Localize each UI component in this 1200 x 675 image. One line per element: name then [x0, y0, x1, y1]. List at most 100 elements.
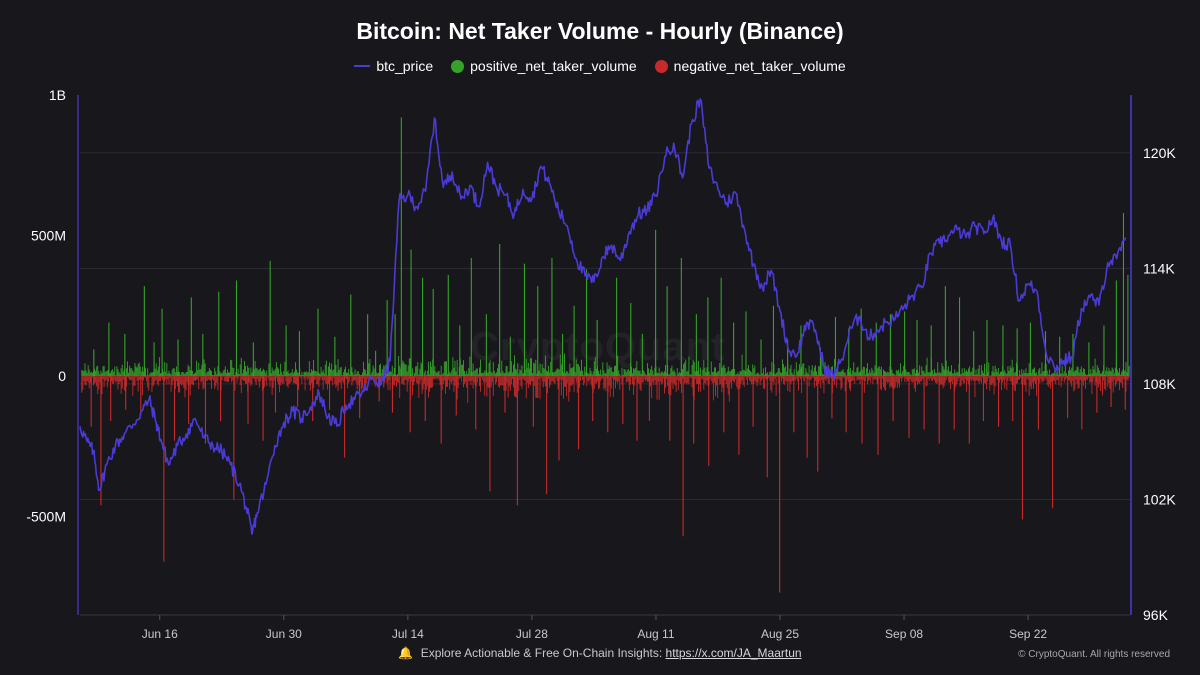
- positive-bar: [414, 372, 416, 377]
- positive-bar: [657, 372, 659, 377]
- negative-bar: [216, 376, 218, 383]
- negative-bar: [239, 376, 241, 385]
- negative-bar: [378, 376, 380, 402]
- positive-bar: [127, 361, 128, 377]
- positive-bar: [944, 286, 946, 377]
- positive-bar: [564, 353, 565, 377]
- negative-bar: [251, 376, 253, 385]
- positive-bar: [869, 369, 871, 377]
- positive-bar: [509, 336, 511, 377]
- negative-bar: [578, 376, 580, 388]
- negative-bar: [507, 376, 509, 398]
- positive-bar: [769, 372, 771, 377]
- positive-bar: [470, 258, 472, 377]
- negative-bar: [1003, 376, 1005, 381]
- negative-bar: [924, 376, 926, 377]
- legend-item-negative[interactable]: negative_net_taker_volume: [654, 58, 846, 74]
- negative-bar: [762, 376, 764, 389]
- negative-bar: [867, 376, 869, 385]
- negative-bar: [532, 376, 534, 382]
- positive-bar: [129, 365, 131, 377]
- positive-bar: [412, 368, 413, 377]
- negative-bar: [149, 376, 151, 378]
- positive-bar: [840, 371, 842, 377]
- negative-bar: [155, 376, 157, 381]
- negative-bar: [850, 376, 851, 392]
- positive-bar: [753, 368, 755, 377]
- positive-bar: [595, 368, 597, 377]
- positive-bar: [194, 373, 195, 377]
- positive-bars-group: [81, 117, 1130, 377]
- negative-bar: [215, 376, 217, 387]
- positive-bar: [895, 370, 897, 377]
- positive-bar: [312, 370, 313, 377]
- negative-bar: [295, 376, 296, 384]
- negative-bar: [842, 376, 844, 378]
- negative-bar: [414, 376, 416, 382]
- positive-bar: [394, 314, 396, 377]
- positive-bar: [967, 371, 968, 377]
- positive-bar: [856, 367, 858, 377]
- negative-bar: [410, 376, 412, 382]
- positive-bar: [1038, 369, 1040, 377]
- positive-bar: [608, 365, 610, 377]
- negative-bar: [510, 376, 512, 385]
- footer-link[interactable]: https://x.com/JA_Maartun: [665, 646, 802, 660]
- negative-bar: [1049, 376, 1051, 389]
- negative-bar: [1037, 376, 1039, 380]
- positive-bar: [225, 373, 227, 377]
- positive-bar: [245, 365, 246, 377]
- negative-bar: [690, 376, 692, 379]
- negative-bar: [783, 376, 785, 384]
- positive-bar: [1071, 367, 1073, 377]
- negative-bar: [715, 376, 716, 397]
- negative-bar: [874, 376, 876, 380]
- positive-bar: [398, 355, 400, 377]
- negative-bar: [844, 376, 846, 392]
- footer: 🔔 Explore Actionable & Free On-Chain Ins…: [0, 646, 1200, 660]
- negative-bar: [617, 376, 619, 384]
- positive-bar: [701, 375, 703, 377]
- bell-icon: 🔔: [398, 646, 414, 660]
- negative-bar: [846, 376, 848, 380]
- negative-bar: [639, 376, 641, 390]
- positive-bar: [593, 361, 595, 377]
- positive-bar: [642, 369, 644, 377]
- negative-bar: [921, 376, 923, 382]
- negative-bar: [117, 376, 119, 390]
- positive-bar: [219, 371, 221, 377]
- positive-bar: [481, 373, 483, 377]
- negative-bar: [854, 376, 856, 384]
- negative-bar: [741, 376, 743, 381]
- negative-bar: [700, 376, 702, 392]
- positive-bar: [1062, 373, 1064, 377]
- negative-bar: [1023, 376, 1025, 385]
- negative-bar: [388, 376, 390, 381]
- negative-bar: [637, 376, 639, 383]
- positive-bar: [360, 374, 362, 377]
- positive-bar: [881, 375, 883, 377]
- negative-bar: [1082, 376, 1084, 386]
- positive-bar: [693, 361, 695, 377]
- negative-bar: [504, 376, 506, 413]
- positive-bar: [200, 369, 202, 377]
- negative-bar: [1006, 376, 1008, 390]
- positive-bar: [854, 372, 856, 377]
- positive-bar: [531, 358, 533, 377]
- positive-bar: [252, 342, 254, 377]
- negative-bar: [793, 376, 795, 433]
- legend-item-positive[interactable]: positive_net_taker_volume: [451, 58, 637, 74]
- negative-bar: [146, 376, 148, 382]
- positive-bar: [958, 297, 961, 377]
- positive-bar: [472, 363, 474, 377]
- negative-bar: [1104, 376, 1106, 389]
- negative-bar: [580, 376, 581, 381]
- negative-bar: [576, 376, 578, 393]
- positive-bar: [474, 369, 476, 377]
- positive-bar: [254, 361, 256, 377]
- positive-bar: [1052, 373, 1054, 377]
- legend-item-btc-price[interactable]: btc_price: [354, 58, 433, 74]
- positive-bar: [587, 372, 589, 377]
- negative-bar: [941, 376, 943, 385]
